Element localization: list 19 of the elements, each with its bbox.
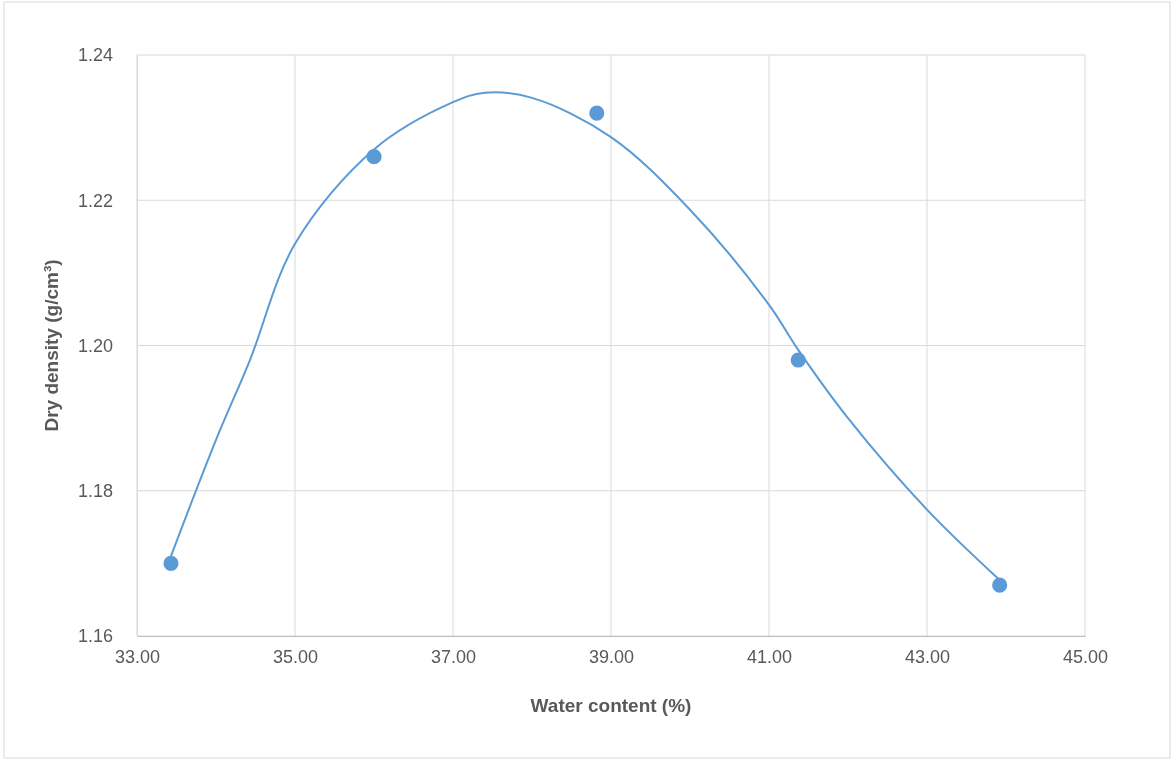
point (790, 352, 806, 368)
x-tick-label: 35.00 (272, 646, 319, 667)
point (163, 555, 179, 571)
point (589, 105, 605, 121)
point (366, 149, 382, 165)
x-tick-label: 43.00 (904, 646, 951, 667)
y-tick-label: 1.20 (77, 335, 113, 356)
y-tick-label: 1.24 (77, 45, 113, 66)
x-tick-label: 37.00 (430, 646, 477, 667)
point (992, 577, 1008, 593)
x-axis-title: Water content (%) (530, 695, 692, 716)
y-axis-title: Dry density (g/cm³) (41, 259, 62, 432)
y-tick-label: 1.16 (77, 626, 113, 647)
y-tick-label: 1.22 (77, 190, 113, 211)
x-tick-label: 33.00 (114, 646, 161, 667)
y-tick-label: 1.18 (77, 481, 113, 502)
x-tick-label: 39.00 (588, 646, 635, 667)
x-tick-label: 41.00 (746, 646, 793, 667)
x-tick-label: 45.00 (1062, 646, 1109, 667)
